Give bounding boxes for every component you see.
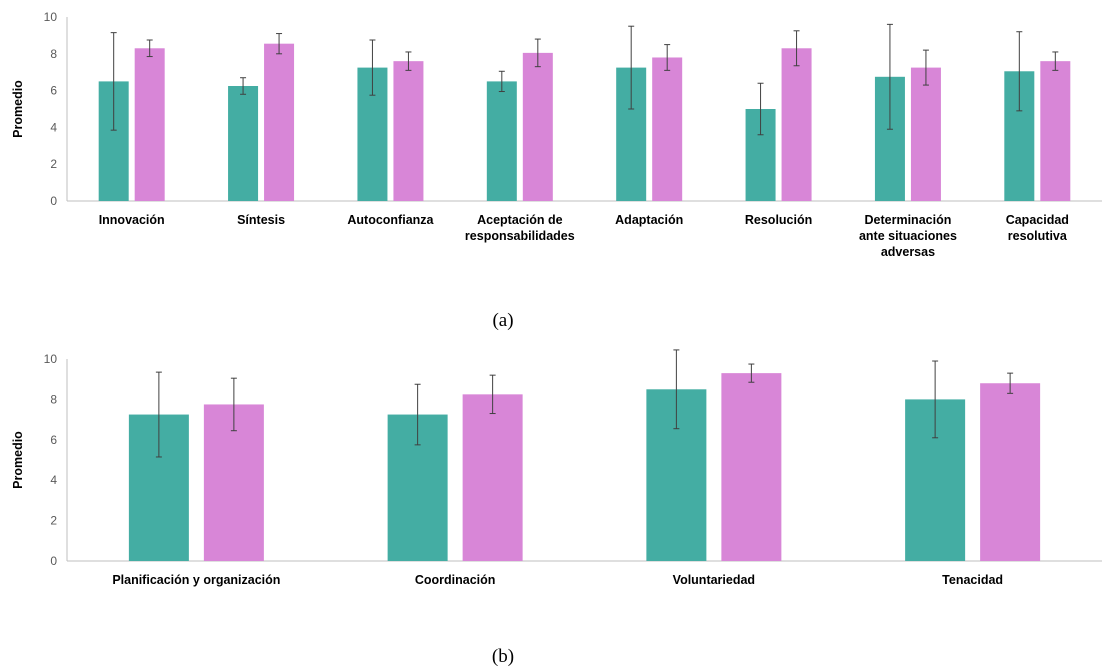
x-tick-label: Autoconfianza [347, 213, 434, 227]
y-tick-label: 4 [50, 120, 57, 134]
bar [1040, 61, 1071, 201]
bar [652, 57, 683, 202]
bar [522, 52, 553, 201]
x-tick-label: Tenacidad [942, 573, 1003, 587]
bar [486, 81, 517, 201]
bar [134, 48, 165, 201]
y-axis-label: Promedio [11, 80, 25, 138]
bar [393, 61, 424, 201]
panel-caption-a: (a) [492, 310, 513, 331]
chart-panel-b: Promedio (b) 0 2 4 6 8 10 Planificación y orga… [11, 349, 1102, 667]
bar [781, 48, 812, 201]
x-tick-label: Resolución [745, 213, 812, 227]
bar [228, 86, 259, 201]
bar [910, 67, 941, 201]
bar [980, 383, 1041, 561]
y-tick-label: 0 [50, 194, 57, 208]
bar [264, 43, 295, 202]
x-tick-label: Voluntariedad [673, 573, 755, 587]
y-tick-label: 8 [50, 392, 57, 406]
x-tick-label: Capacidad resolutiva [1006, 213, 1069, 243]
x-tick-label: Aceptación de responsabilidades [465, 213, 575, 243]
y-tick-label: 2 [50, 514, 57, 528]
x-tick-label: Planificación y organización [112, 573, 280, 587]
y-tick-label: 0 [50, 554, 57, 568]
x-tick-label: Adaptación [615, 213, 683, 227]
y-axis-label: Promedio [11, 431, 25, 489]
panel-caption-b: (b) [492, 646, 514, 667]
x-tick-label: Innovación [99, 213, 165, 227]
y-tick-label: 4 [50, 473, 57, 487]
bar [721, 373, 782, 561]
x-tick-label: Determinación ante situaciones adversas [859, 213, 957, 259]
bar [462, 394, 523, 561]
y-tick-label: 6 [50, 84, 57, 98]
y-tick-label: 10 [44, 352, 58, 366]
x-tick-label: Coordinación [415, 573, 496, 587]
y-tick-label: 10 [44, 10, 58, 24]
x-tick-label: Síntesis [237, 213, 285, 227]
y-tick-label: 6 [50, 433, 57, 447]
y-tick-label: 8 [50, 47, 57, 61]
y-tick-label: 2 [50, 157, 57, 171]
chart-panel-a: Promedio (a) 0 2 4 6 8 10 Innovación Síntesis Au… [11, 10, 1102, 331]
